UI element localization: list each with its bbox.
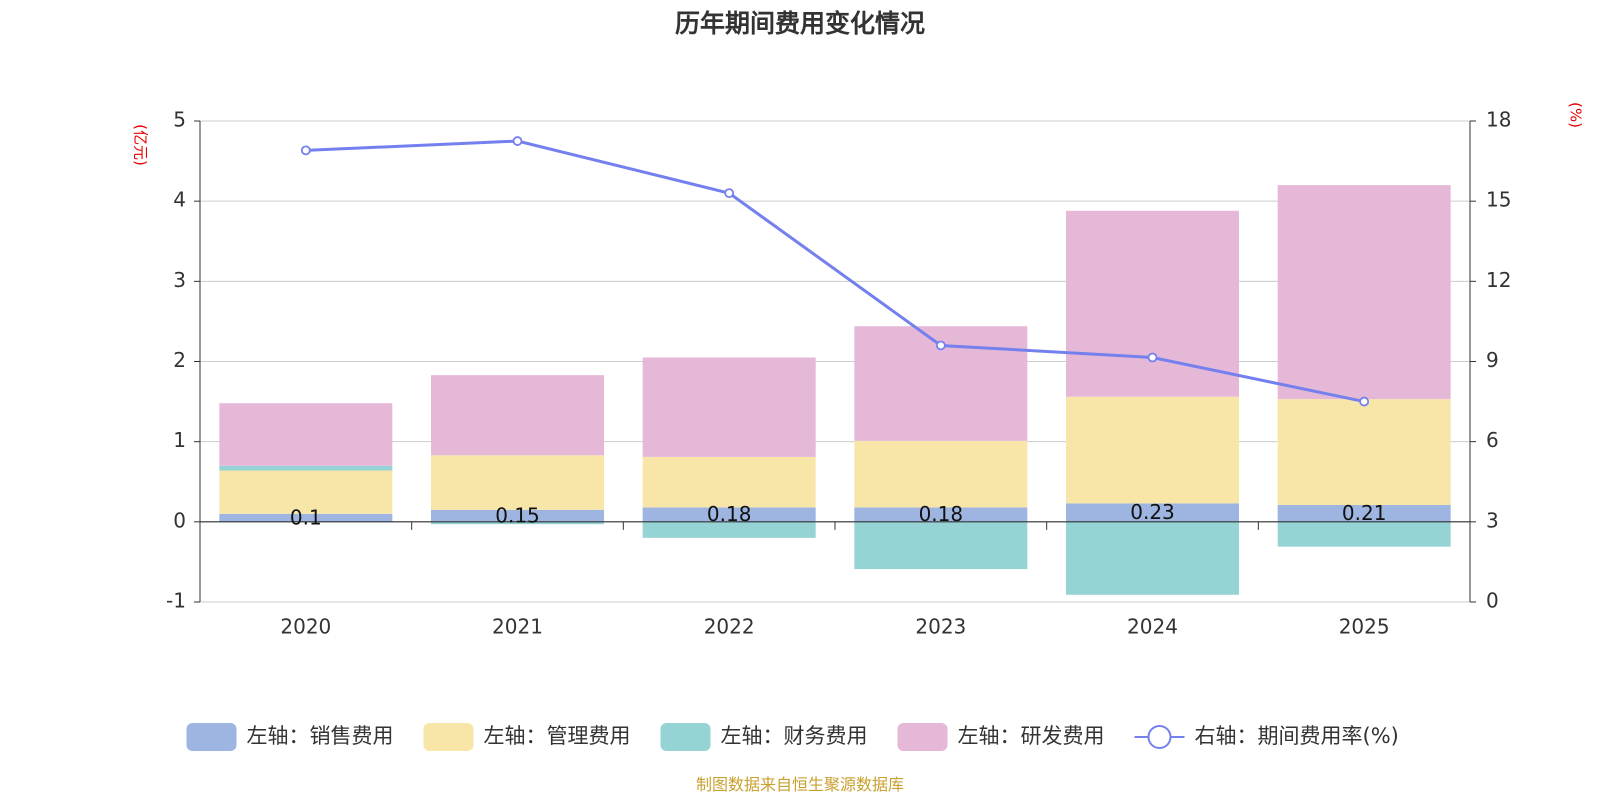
x-axis-label-2025: 2025 [1339, 615, 1390, 639]
legend-label-4: 左轴：研发费用 [958, 724, 1105, 748]
bar-2-2023 [854, 440, 1028, 508]
bar-2-2025 [1277, 399, 1451, 505]
rate-point-2022 [724, 188, 735, 199]
legend-label-3: 左轴：财务费用 [721, 724, 868, 748]
left-axis-tick-label: 5 [173, 108, 186, 132]
bar-3-2022 [642, 521, 816, 538]
legend-swatch-4 [897, 723, 948, 751]
bar-1-2023 [854, 507, 1028, 522]
bar-4-2022 [642, 357, 816, 457]
right-axis-unit: (%) [1567, 102, 1585, 128]
bar-3-2020 [219, 465, 393, 471]
bar-3-2025 [1277, 521, 1451, 547]
source-note: 制图数据来自恒生聚源数据库 [696, 775, 904, 794]
rate-line-series [300, 136, 1370, 407]
chart-title: 历年期间费用变化情况 [675, 9, 925, 38]
bar-4-2020 [219, 403, 393, 466]
rate-point-2021 [512, 136, 523, 146]
bar-labels: 0.1 0.15 0.18 0.18 0.23 0.21 [290, 500, 1387, 529]
bar-3-2024 [1066, 521, 1239, 595]
bar-1-2020 [219, 513, 393, 522]
bar-series [219, 185, 1451, 595]
bar-4-2024 [1066, 210, 1239, 397]
data-label-2021: 0.15 [495, 503, 540, 527]
left-axis-tick-label: 4 [173, 188, 186, 212]
right-axis-tick-label: 15 [1486, 188, 1511, 212]
left-axis-tick-label: 0 [173, 508, 186, 532]
legend-swatch-1 [186, 723, 237, 751]
data-label-2025: 0.21 [1342, 501, 1387, 525]
left-axis-tick-label: 2 [173, 348, 186, 372]
bar-2-2020 [219, 470, 393, 514]
left-axis-tick-label: -1 [166, 589, 186, 613]
data-label-2020: 0.1 [290, 505, 322, 529]
bar-4-2025 [1277, 185, 1451, 400]
right-axis-tick-label: 18 [1486, 108, 1511, 132]
bar-1-2024 [1066, 503, 1239, 522]
legend-label-2: 左轴：管理费用 [484, 724, 631, 748]
left-axis-tick-label: 1 [173, 428, 186, 452]
rate-point-2020 [300, 145, 311, 156]
x-axis-label-2020: 2020 [280, 615, 331, 639]
bar-4-2021 [431, 375, 604, 456]
x-axis-label-2024: 2024 [1127, 615, 1178, 639]
x-axis-label-2023: 2023 [915, 615, 966, 639]
left-axis-unit: (亿元) [132, 124, 150, 166]
left-axis-tick-label: 3 [173, 268, 186, 292]
legend-swatch-3 [660, 723, 711, 751]
legend-swatch-2 [423, 723, 474, 751]
data-label-2024: 0.23 [1130, 500, 1175, 524]
legend: 左轴：销售费用 左轴：管理费用 左轴：财务费用 左轴：研发费用 右轴：期间费用率(%) [186, 723, 1399, 751]
legend-label-1: 左轴：销售费用 [247, 724, 394, 748]
right-axis-tick-label: 6 [1486, 428, 1499, 452]
data-label-2022: 0.18 [707, 502, 752, 526]
x-axis-label-2022: 2022 [704, 615, 755, 639]
bar-2-2021 [431, 455, 604, 510]
rate-point-2024 [1147, 352, 1158, 363]
data-label-2023: 0.18 [919, 502, 964, 526]
bar-2-2024 [1066, 396, 1239, 504]
bar-3-2023 [854, 521, 1028, 570]
bar-2-2022 [642, 456, 816, 508]
right-axis-tick-label: 12 [1486, 268, 1511, 292]
bar-3-2021 [431, 521, 604, 525]
rate-point-2023 [935, 340, 946, 351]
right-axis-tick-label: 3 [1486, 508, 1499, 532]
bar-1-2025 [1277, 504, 1451, 522]
right-axis-tick-label: 0 [1486, 589, 1499, 613]
bar-1-2021 [431, 509, 604, 522]
x-axis-label-2021: 2021 [492, 615, 543, 639]
rate-line [305, 139, 1365, 404]
rate-point-2025 [1359, 396, 1370, 407]
right-axis-tick-label: 9 [1486, 348, 1499, 372]
legend-label-5: 右轴：期间费用率(%) [1195, 724, 1399, 748]
legend-marker-icon [1147, 725, 1172, 749]
bar-1-2022 [642, 507, 816, 522]
